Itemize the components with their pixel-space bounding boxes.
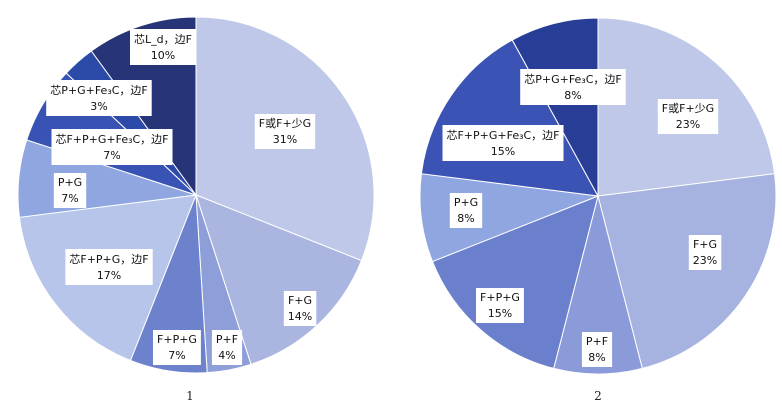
- chart-1-slice-9-name: 芯L_d，边F: [134, 32, 192, 46]
- chart-1-slice-7-percent: 7%: [103, 149, 120, 162]
- chart-1-slice-2-label-box: [283, 291, 317, 326]
- chart-1-slice-2-name: F+G: [288, 294, 312, 307]
- chart-2-slice-1-label: F或F+少G 23%: [657, 99, 719, 134]
- chart-2-slice-5-name: P+G: [454, 196, 478, 209]
- chart-1-slice-5-label-box: [65, 249, 153, 285]
- chart-1-slice-3-label: P+F 4%: [211, 330, 243, 365]
- chart-1-slice-1-label-box: [254, 114, 316, 149]
- chart-2-slice-2-name: F+G: [693, 238, 717, 251]
- pie-chart-2: F或F+少G 23% F+G 23% P+F 8% F+P+G 15% P+G 8% 芯F+P+G+…: [419, 17, 777, 375]
- chart-1-slice-6-name: P+G: [58, 176, 82, 189]
- chart-2-slice-4-label-box: [476, 288, 524, 323]
- chart-2-slice-4-name: F+P+G: [480, 291, 520, 304]
- chart-2-slice-4: [431, 195, 599, 370]
- chart-2-slice-2-label: F+G 23%: [688, 235, 722, 270]
- chart-2-slice-2-label-box: [688, 235, 722, 270]
- chart-1-slice-3-name: P+F: [216, 333, 238, 346]
- chart-1-slice-5-label: 芯F+P+G，边F 17%: [65, 249, 153, 285]
- chart-1-slice-2-percent: 14%: [288, 310, 312, 323]
- chart-2-slice-5-percent: 8%: [457, 212, 474, 225]
- chart-1-slice-7-label-box: [51, 129, 173, 165]
- chart-1-slice-5-name: 芯F+P+G，边F: [69, 252, 148, 266]
- chart-2-slice-1-percent: 23%: [676, 118, 700, 131]
- chart-2-slice-3-name: P+F: [586, 335, 608, 348]
- chart-1-slice-6-label: P+G 7%: [53, 173, 87, 208]
- chart-1-slice-8-label: 芯P+G+Fe₃C，边F 3%: [46, 80, 152, 116]
- chart-1-slice-1-name: F或F+少G: [259, 117, 311, 130]
- chart-1-slice-1-percent: 31%: [273, 133, 297, 146]
- chart-1-slice-5-percent: 17%: [97, 269, 121, 282]
- chart-1-slice-4-name: F+P+G: [157, 333, 197, 346]
- chart-1-slice-8-label-box: [46, 80, 152, 116]
- chart-1-slice-9-percent: 10%: [151, 49, 175, 62]
- chart-2-slice-7-name: 芯P+G+Fe₃C，边F: [524, 72, 622, 86]
- chart-2-slice-7-label: 芯P+G+Fe₃C，边F 8%: [520, 69, 626, 105]
- chart-2-slice-1-label-box: [657, 99, 719, 134]
- chart-2-slice-6-label: 芯F+P+G+Fe₃C，边F 15%: [442, 125, 564, 161]
- chart-1-slice-8-name: 芯P+G+Fe₃C，边F: [50, 83, 148, 97]
- chart-1-slice-4-label-box: [153, 330, 201, 365]
- chart-2-slice-3-percent: 8%: [588, 351, 605, 364]
- chart-1-slice-8-percent: 3%: [90, 100, 107, 113]
- chart-2-slice-6-name: 芯F+P+G+Fe₃C，边F: [446, 128, 559, 142]
- chart-1-slice-9-label: 芯L_d，边F 10%: [130, 29, 196, 65]
- chart-2-slice-3-label: P+F 8%: [581, 332, 613, 367]
- chart-2-slice-5-label-box: [449, 193, 483, 228]
- chart-1-slice-4-percent: 7%: [168, 349, 185, 362]
- chart-2-slice-1-name: F或F+少G: [662, 102, 714, 115]
- chart-2-slice-3: [553, 195, 643, 375]
- chart-2-slice-7-percent: 8%: [564, 89, 581, 102]
- chart-1-slice-9-label-box: [130, 29, 196, 65]
- chart-1-slice-7-label: 芯F+P+G+Fe₃C，边F 7%: [51, 129, 173, 165]
- chart-1-slice-6-percent: 7%: [61, 192, 78, 205]
- chart-2-slice-5-label: P+G 8%: [449, 193, 483, 228]
- chart-2-slice-4-percent: 15%: [488, 307, 512, 320]
- chart-2-slice-2: [597, 173, 777, 370]
- chart-1-slice-7-name: 芯F+P+G+Fe₃C，边F: [55, 132, 168, 146]
- chart-1-slice-3-percent: 4%: [218, 349, 235, 362]
- pie-chart-1: F或F+少G 31% F+G 14% P+F 4% F+P+G 7% 芯F+P+G，边F 17% P…: [17, 16, 375, 374]
- chart-2-slice-7-label-box: [520, 69, 626, 105]
- chart-2-slice-3-label-box: [581, 332, 613, 367]
- chart-2-slice-7: [511, 17, 599, 197]
- chart-2-slice-4-label: F+P+G 15%: [476, 288, 524, 323]
- chart-2-slice-6-percent: 15%: [491, 145, 515, 158]
- chart-2-caption: 2: [594, 389, 602, 403]
- chart-1-caption: 1: [186, 389, 194, 403]
- chart-1-slice-3-label-box: [211, 330, 243, 365]
- chart-2-slice-6-label-box: [442, 125, 564, 161]
- chart-1-slice-6-label-box: [53, 173, 87, 208]
- chart-1-slice-4-label: F+P+G 7%: [153, 330, 201, 365]
- chart-1-slice-1-label: F或F+少G 31%: [254, 114, 316, 149]
- chart-2-slice-2-percent: 23%: [693, 254, 717, 267]
- chart-1-slice-2-label: F+G 14%: [283, 291, 317, 326]
